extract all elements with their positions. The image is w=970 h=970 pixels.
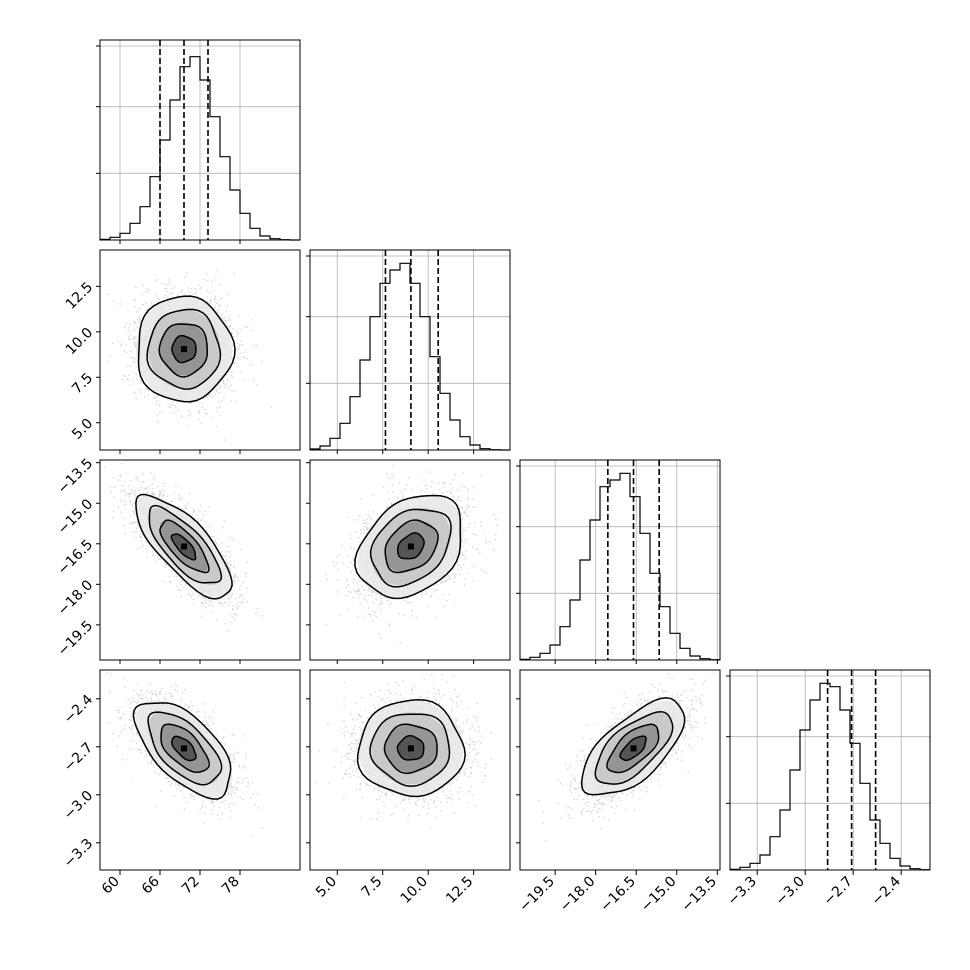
contour-line	[619, 735, 647, 762]
x-tick-label: 10.0	[398, 874, 431, 907]
y-tick-label: −13.5	[55, 456, 97, 498]
contour-line	[146, 308, 222, 390]
contour-line	[171, 334, 197, 364]
x-tick-label: −3.3	[725, 874, 760, 909]
contour-line	[384, 519, 439, 574]
contour-line	[383, 723, 438, 775]
y-tick-label: −2.4	[61, 692, 96, 727]
histogram-bars	[520, 472, 720, 661]
x-tick-label: 12.5	[443, 874, 476, 907]
panel-frame	[519, 669, 721, 871]
x-tick-label: −15.0	[638, 874, 680, 916]
x-tick-label: −13.5	[678, 874, 720, 916]
panel-frame	[309, 669, 511, 871]
contour-line	[170, 533, 197, 561]
x-tick-label: −2.4	[869, 873, 904, 908]
panel-background	[520, 460, 720, 660]
x-tick-label: 5.0	[313, 874, 340, 901]
y-tick-label: 12.5	[63, 279, 96, 312]
density-peak	[181, 346, 187, 353]
y-tick-label: −16.5	[55, 537, 97, 579]
x-tick-label: 66	[139, 873, 163, 897]
y-tick-label: 7.5	[69, 370, 96, 397]
histogram-panel-3	[726, 669, 931, 871]
contour-line	[171, 735, 197, 762]
scatter-panel-0-2	[99, 459, 301, 661]
scatter-panel-0-3	[99, 669, 301, 871]
x-tick-label: −2.7	[821, 874, 856, 909]
histogram-bars	[100, 56, 300, 241]
contour-line	[148, 504, 223, 584]
contour-line	[160, 723, 210, 774]
contour-line	[137, 295, 236, 403]
panel-frame	[519, 459, 721, 661]
panel-background	[730, 670, 930, 870]
scatter-panel-0-1	[99, 249, 301, 451]
y-tick-label: −2.7	[61, 740, 96, 775]
density-peak	[630, 745, 637, 752]
contour-line	[354, 494, 462, 600]
y-tick-label: 10.0	[63, 325, 96, 358]
contour-line	[606, 723, 660, 774]
contour-line	[158, 323, 209, 378]
contour-line	[159, 519, 210, 574]
contour-line	[396, 735, 425, 761]
density-peak	[181, 543, 187, 550]
panel-frame	[309, 249, 511, 451]
density-peak	[407, 745, 414, 752]
x-tick-label: 78	[219, 874, 243, 898]
contour-line	[147, 711, 223, 786]
contour-line	[369, 713, 451, 788]
histogram-panel-1	[306, 249, 511, 451]
x-tick-label: 60	[99, 874, 123, 898]
y-tick-label: −18.0	[55, 577, 97, 619]
x-tick-label: −18.0	[557, 874, 599, 916]
contour-line	[369, 508, 452, 588]
y-tick-label: −3.0	[61, 788, 96, 823]
y-tick-label: −3.3	[61, 836, 96, 871]
x-tick-label: −16.5	[597, 874, 639, 916]
histogram-panel-0	[96, 39, 301, 241]
histogram-bars	[730, 682, 930, 871]
x-tick-label: 7.5	[358, 874, 385, 901]
y-tick-label: −19.5	[55, 618, 97, 660]
contour-line	[580, 697, 686, 796]
x-tick-label: 72	[179, 874, 203, 898]
y-tick-label: −15.0	[55, 496, 97, 538]
histogram-panel-2	[516, 459, 721, 661]
contour-line	[594, 710, 674, 785]
histogram-bars	[310, 262, 510, 451]
y-tick-label: 5.0	[69, 416, 96, 443]
contour-line	[397, 532, 425, 560]
panel-frame	[309, 459, 511, 661]
panel-frame	[729, 669, 931, 871]
scatter-points	[106, 270, 273, 441]
density-peak	[407, 543, 414, 550]
scatter-panel-2-3	[519, 669, 721, 871]
scatter-panel-1-2	[309, 459, 511, 661]
x-tick-label: −19.5	[516, 874, 558, 916]
contour-line	[132, 702, 232, 800]
contour-line	[135, 493, 233, 600]
x-tick-label: −3.0	[773, 874, 808, 909]
contour-line	[356, 698, 466, 798]
density-peak	[181, 745, 187, 752]
scatter-panel-1-3	[309, 669, 511, 871]
